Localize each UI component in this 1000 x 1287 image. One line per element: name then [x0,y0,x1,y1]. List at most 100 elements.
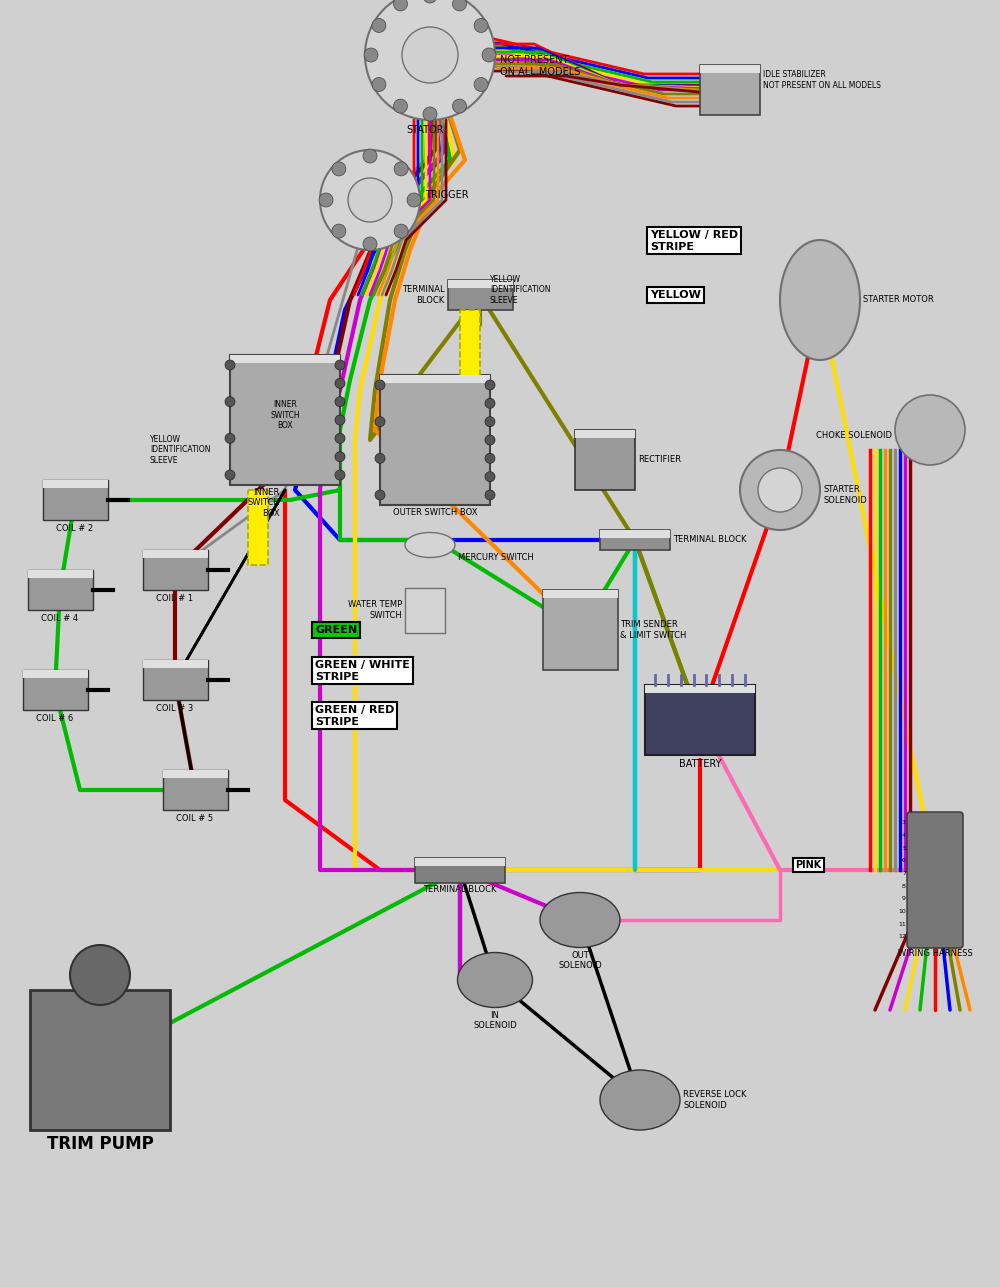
Bar [42,480,108,520]
Polygon shape [22,671,88,678]
Circle shape [348,178,392,221]
Text: IN
SOLENOID: IN SOLENOID [473,1010,517,1030]
Text: COIL # 5: COIL # 5 [176,813,214,822]
Circle shape [335,396,345,407]
Text: REVERSE LOCK
SOLENOID: REVERSE LOCK SOLENOID [683,1090,746,1109]
Text: RECTIFIER: RECTIFIER [638,456,681,465]
Polygon shape [42,480,108,488]
Circle shape [335,414,345,425]
Text: YELLOW: YELLOW [650,290,701,300]
Text: 5: 5 [902,846,906,851]
Polygon shape [380,375,490,384]
Text: CHOKE SOLENOID: CHOKE SOLENOID [816,430,892,439]
Circle shape [407,193,421,207]
Circle shape [375,380,385,390]
Circle shape [758,468,802,512]
Bar [28,570,92,610]
Circle shape [332,224,346,238]
Circle shape [332,162,346,176]
Text: GREEN / WHITE
STRIPE: GREEN / WHITE STRIPE [315,660,410,682]
Circle shape [70,945,130,1005]
Text: COIL # 1: COIL # 1 [156,595,194,604]
Circle shape [423,107,437,121]
Circle shape [452,99,466,113]
Ellipse shape [780,239,860,360]
Text: COIL # 2: COIL # 2 [56,524,94,533]
Bar [542,589,618,671]
Bar [448,281,512,310]
Text: GREEN / RED
STRIPE: GREEN / RED STRIPE [315,705,394,727]
Circle shape [372,77,386,91]
Circle shape [335,378,345,389]
Bar [380,375,490,505]
Text: 9: 9 [902,897,906,901]
Circle shape [225,470,235,480]
Text: TRIM PUMP: TRIM PUMP [47,1135,153,1153]
Text: TRIM SENDER
& LIMIT SWITCH: TRIM SENDER & LIMIT SWITCH [620,620,687,640]
Polygon shape [162,770,228,779]
Text: TRIGGER: TRIGGER [425,190,469,199]
Circle shape [320,151,420,250]
Text: YELLOW
IDENTIFICATION
SLEEVE: YELLOW IDENTIFICATION SLEEVE [490,275,550,305]
Text: 6: 6 [902,858,906,864]
Text: COIL # 4: COIL # 4 [41,614,79,623]
Bar [600,530,670,550]
Text: COIL # 3: COIL # 3 [156,704,194,713]
Text: YELLOW
IDENTIFICATION
SLEEVE: YELLOW IDENTIFICATION SLEEVE [150,435,210,465]
Polygon shape [28,570,92,578]
Text: PINK: PINK [795,860,821,870]
Polygon shape [448,281,512,288]
Circle shape [363,149,377,163]
Circle shape [485,471,495,481]
Polygon shape [700,66,760,73]
Circle shape [394,99,408,113]
Circle shape [225,360,235,369]
Text: TERMINAL BLOCK: TERMINAL BLOCK [423,885,497,894]
Text: 4: 4 [902,833,906,838]
Circle shape [394,0,408,10]
Circle shape [895,395,965,465]
Text: TERMINAL BLOCK: TERMINAL BLOCK [673,535,746,544]
Circle shape [375,417,385,427]
Circle shape [225,396,235,407]
Polygon shape [143,550,208,559]
Bar [30,990,170,1130]
Circle shape [365,0,495,120]
Circle shape [375,490,385,501]
Text: TERMINAL
BLOCK: TERMINAL BLOCK [402,286,444,305]
Circle shape [485,453,495,463]
Circle shape [394,224,408,238]
Circle shape [225,434,235,443]
Polygon shape [600,530,670,538]
Circle shape [319,193,333,207]
Text: OUT
SOLENOID: OUT SOLENOID [558,951,602,970]
Text: WATER TEMP
SWITCH: WATER TEMP SWITCH [348,600,402,620]
Circle shape [335,434,345,443]
Bar [248,490,268,565]
Circle shape [485,380,495,390]
Text: 12: 12 [898,934,906,940]
Circle shape [482,48,496,62]
Circle shape [402,27,458,82]
Text: 8: 8 [902,884,906,889]
Text: COIL # 6: COIL # 6 [36,714,74,723]
Polygon shape [575,430,635,438]
Bar [460,310,480,380]
Circle shape [740,450,820,530]
Circle shape [375,453,385,463]
Bar [700,66,760,115]
Circle shape [485,490,495,501]
Text: BATTERY: BATTERY [679,759,721,770]
Bar [645,685,755,755]
Text: NOT PRESENT
ON ALL MODELS: NOT PRESENT ON ALL MODELS [500,55,580,77]
Circle shape [474,18,488,32]
Circle shape [485,417,495,427]
Text: 3: 3 [902,821,906,825]
Polygon shape [230,355,340,363]
Bar [22,671,88,710]
Polygon shape [645,685,755,692]
Circle shape [485,399,495,408]
Bar [405,587,445,632]
FancyBboxPatch shape [907,812,963,949]
Text: STARTER MOTOR: STARTER MOTOR [863,296,934,305]
